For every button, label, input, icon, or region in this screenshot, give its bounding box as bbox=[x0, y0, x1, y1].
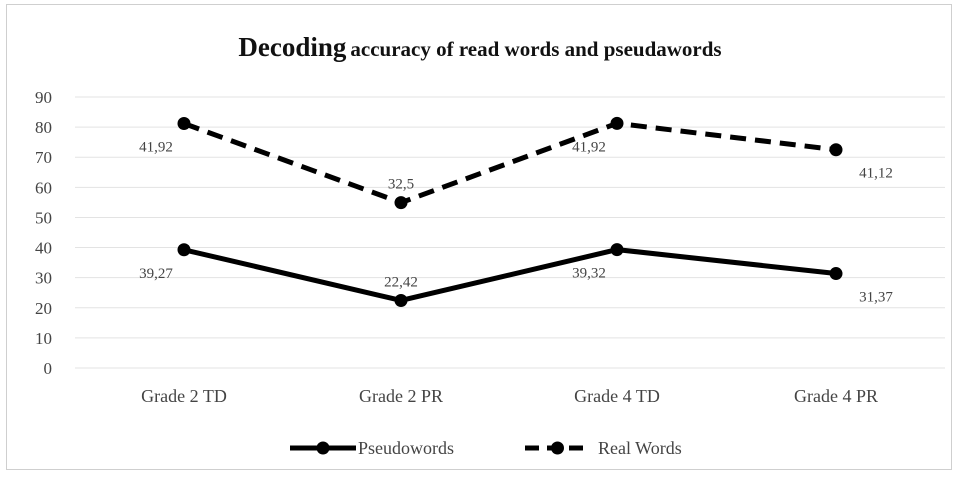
data-label: 39,27 bbox=[139, 266, 173, 282]
y-tick-label: 70 bbox=[35, 148, 52, 167]
series-line-real-words bbox=[183, 120, 837, 206]
data-label: 22,42 bbox=[384, 274, 418, 290]
y-tick-label: 30 bbox=[35, 269, 52, 288]
chart-frame bbox=[6, 4, 952, 470]
y-tick-label: 20 bbox=[35, 299, 52, 318]
y-tick-label: 50 bbox=[35, 208, 52, 227]
chart-title: Decoding accuracy of read words and pseu… bbox=[0, 32, 960, 63]
data-point-marker bbox=[610, 116, 624, 130]
data-label: 41,92 bbox=[572, 139, 606, 155]
data-point-marker bbox=[394, 293, 408, 307]
data-label: 41,12 bbox=[859, 166, 893, 182]
y-tick-label: 80 bbox=[35, 118, 52, 137]
data-point-marker bbox=[394, 196, 408, 210]
x-category-label: Grade 2 PR bbox=[359, 386, 443, 406]
chart-title-prefix: Decoding bbox=[238, 32, 347, 62]
y-tick-label: 90 bbox=[35, 88, 52, 107]
data-point-marker bbox=[829, 143, 843, 157]
legend-label: Real Words bbox=[598, 438, 682, 458]
y-tick-label: 40 bbox=[35, 239, 52, 258]
data-point-marker bbox=[177, 117, 191, 131]
data-label: 39,32 bbox=[572, 266, 606, 282]
legend-label: Pseudowords bbox=[358, 438, 454, 458]
chart-title-text: accuracy of read words and pseudawords bbox=[350, 37, 722, 61]
data-label: 31,37 bbox=[859, 290, 893, 306]
data-point-marker bbox=[610, 243, 624, 257]
y-tick-label: 10 bbox=[35, 329, 52, 348]
x-category-label: Grade 2 TD bbox=[141, 386, 227, 406]
legend-swatch-marker bbox=[551, 441, 564, 455]
x-category-label: Grade 4 TD bbox=[574, 386, 660, 406]
data-point-marker bbox=[177, 243, 191, 257]
data-label: 32,5 bbox=[388, 177, 414, 193]
x-category-label: Grade 4 PR bbox=[794, 386, 878, 406]
legend-swatch-marker bbox=[316, 441, 330, 455]
data-point-marker bbox=[829, 267, 843, 281]
y-tick-label: 0 bbox=[44, 359, 53, 378]
data-label: 41,92 bbox=[139, 140, 173, 156]
series-line-pseudowords bbox=[183, 247, 837, 303]
y-tick-label: 60 bbox=[35, 178, 52, 197]
